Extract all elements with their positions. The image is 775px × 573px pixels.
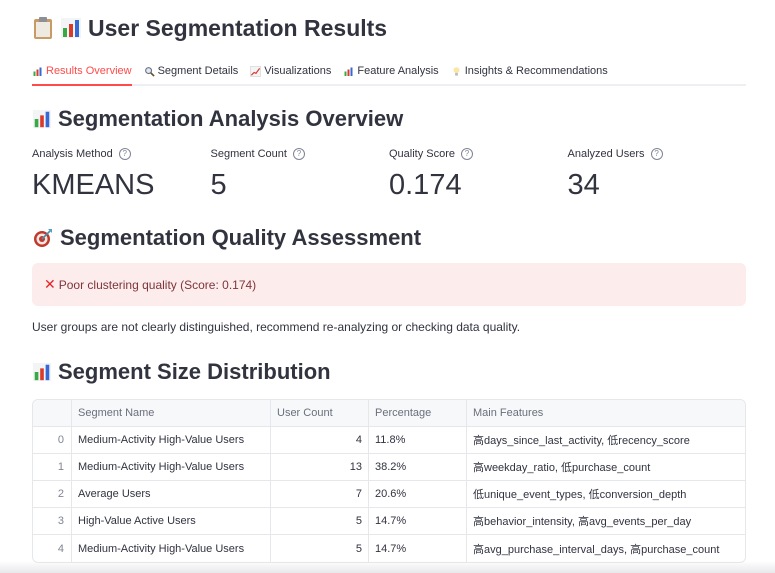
table-row: 0 Medium-Activity High-Value Users 4 11.… [33,427,745,454]
clipboard-icon [32,16,54,40]
tab-results-overview[interactable]: Results Overview [32,58,132,86]
cell-segment-name[interactable]: Average Users [72,481,271,507]
metric-segment-count: Segment Count ? 5 [211,146,390,202]
cell-user-count[interactable]: 5 [271,535,369,562]
trend-chart-icon [250,65,262,77]
cell-main-features[interactable]: 高days_since_last_activity, 低recency_scor… [473,435,690,447]
row-index: 0 [33,427,72,453]
page-title-text: User Segmentation Results [88,14,388,41]
error-x-icon: ✕ [44,276,56,292]
tab-insights-recommendations[interactable]: Insights & Recommendations [451,58,608,84]
metric-label: Analyzed Users ? [568,146,747,162]
cell-segment-name[interactable]: Medium-Activity High-Value Users [72,535,271,562]
metric-label-text: Analyzed Users [567,148,645,160]
metric-label-text: Analysis Method [32,148,113,160]
table-header-row: Segment Name User Count Percentage Main … [33,400,745,427]
tab-segment-details[interactable]: Segment Details [144,58,239,84]
column-header-user-count[interactable]: User Count [271,400,369,426]
row-index: 3 [33,508,72,534]
tab-label: Segment Details [157,65,239,77]
segment-table[interactable]: Segment Name User Count Percentage Main … [32,399,746,563]
table-row: 3 High-Value Active Users 5 14.7% 高behav… [33,508,745,535]
cell-percentage[interactable]: 11.8% [369,427,467,453]
error-alert-text: Poor clustering quality (Score: 0.174) [58,277,257,292]
metric-value: KMEANS [32,169,155,201]
cell-segment-name[interactable]: Medium-Activity High-Value Users [72,454,271,480]
quality-heading: Segmentation Quality Assessment [32,223,421,253]
metrics-row: Analysis Method ? KMEANS Segment Count ?… [32,146,746,202]
tab-visualizations[interactable]: Visualizations [250,58,331,84]
quality-heading-text: Segmentation Quality Assessment [60,225,422,250]
cell-user-count[interactable]: 7 [271,481,369,507]
cell-segment-name[interactable]: High-Value Active Users [72,508,271,534]
bar-chart-icon [343,66,354,77]
cell-segment-name[interactable]: Medium-Activity High-Value Users [72,427,271,453]
cell-user-count[interactable]: 5 [271,508,369,534]
row-index: 2 [33,481,72,507]
overview-heading-text: Segmentation Analysis Overview [58,106,404,131]
cell-percentage[interactable]: 38.2% [369,454,467,480]
table-row: 4 Medium-Activity High-Value Users 5 14.… [33,535,745,562]
row-index: 4 [33,535,72,562]
metric-label: Segment Count ? [211,146,390,162]
help-icon[interactable]: ? [461,148,474,160]
column-header-index[interactable] [33,400,72,426]
bottom-fade [0,561,775,573]
metric-label-text: Quality Score [389,148,456,160]
metric-value: 5 [210,169,227,201]
help-icon[interactable]: ? [292,148,305,160]
column-header-segment-name[interactable]: Segment Name [72,400,271,426]
cell-main-features[interactable]: 高avg_purchase_interval_days, 高purchase_c… [473,543,720,556]
cell-main-features[interactable]: 高weekday_ratio, 低purchase_count [473,462,651,474]
metric-label-text: Segment Count [210,148,287,160]
lightbulb-icon [451,66,462,77]
overview-heading: Segmentation Analysis Overview [32,104,403,134]
tab-label: Results Overview [46,65,132,77]
column-header-percentage[interactable]: Percentage [369,400,467,426]
metric-value: 0.174 [389,169,462,201]
page-title: User Segmentation Results [32,12,387,44]
cell-user-count[interactable]: 4 [271,427,369,453]
error-alert: ✕ Poor clustering quality (Score: 0.174) [32,263,746,306]
table-row: 1 Medium-Activity High-Value Users 13 38… [33,454,745,481]
cell-percentage[interactable]: 14.7% [369,508,467,534]
row-index: 1 [33,454,72,480]
tab-label: Insights & Recommendations [464,65,608,77]
magnifier-icon [144,66,155,77]
tab-feature-analysis[interactable]: Feature Analysis [343,58,439,84]
distribution-heading-text: Segment Size Distribution [58,359,331,384]
bar-chart-icon [32,109,52,129]
tab-label: Feature Analysis [357,65,439,77]
bar-chart-icon [32,66,43,77]
metric-analyzed-users: Analyzed Users ? 34 [568,146,747,202]
cell-main-features[interactable]: 高behavior_intensity, 高avg_events_per_day [473,516,692,528]
tab-label: Visualizations [264,65,332,77]
help-icon[interactable]: ? [118,148,131,160]
recommendation-text: User groups are not clearly distinguishe… [32,320,521,334]
column-header-main-features[interactable]: Main Features [473,407,544,419]
cell-percentage[interactable]: 20.6% [369,481,467,507]
metric-analysis-method: Analysis Method ? KMEANS [32,146,211,202]
cell-percentage[interactable]: 14.7% [369,535,467,562]
metric-quality-score: Quality Score ? 0.174 [389,146,568,202]
tab-bar: Results Overview Segment Details Visuali… [32,58,746,86]
cell-user-count[interactable]: 13 [271,454,369,480]
distribution-heading: Segment Size Distribution [32,357,331,387]
metric-value: 34 [567,169,600,201]
cell-main-features[interactable]: 低unique_event_types, 低conversion_depth [473,489,687,501]
bar-chart-icon [60,17,82,39]
metric-label: Analysis Method ? [32,146,211,162]
table-row: 2 Average Users 7 20.6% 低unique_event_ty… [33,481,745,508]
metric-label: Quality Score ? [389,146,568,162]
bar-chart-icon [32,362,52,382]
target-dart-icon [32,227,54,249]
help-icon[interactable]: ? [650,148,663,160]
